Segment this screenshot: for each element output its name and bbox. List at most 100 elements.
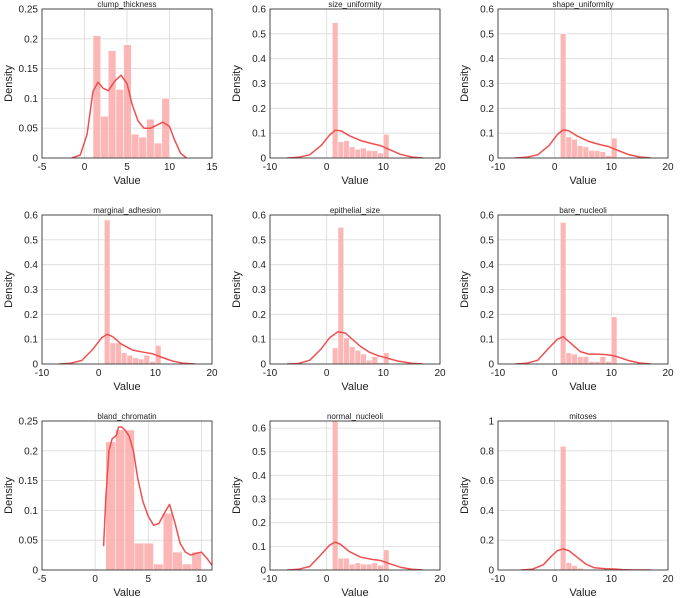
histogram-bar: [343, 140, 350, 159]
x-tick-label: 10: [606, 574, 618, 585]
y-tick-label: 0.5: [24, 235, 38, 246]
x-tick-label: 10: [164, 162, 176, 173]
x-tick-label: -5: [38, 574, 47, 585]
histogram-bar: [109, 342, 116, 365]
axes-frame: [41, 8, 213, 159]
y-tick-label: 0.1: [24, 335, 38, 346]
y-tick-label: 0.05: [19, 124, 39, 135]
y-tick-label: 0: [32, 360, 38, 371]
histogram-bar: [577, 356, 584, 365]
x-tick-label: 0: [552, 162, 558, 173]
y-tick-label: 0.6: [252, 424, 266, 435]
histogram-bar: [143, 355, 150, 365]
y-tick-label: 0.1: [24, 94, 38, 105]
y-axis-label: Density: [459, 477, 471, 514]
x-tick-label: 0: [82, 162, 88, 173]
axes-frame: [497, 214, 669, 365]
y-tick-label: 0.6: [252, 5, 266, 16]
x-axis-label: Value: [569, 587, 596, 598]
histogram-bar: [571, 565, 578, 571]
histogram-bar: [138, 358, 145, 365]
y-tick-label: 0.5: [480, 235, 494, 246]
histogram-bar: [560, 33, 567, 159]
panel-marginal-adhesion: 00.10.20.30.40.50.6-10 0 10 20marginal_adhe…: [3, 206, 218, 393]
y-tick-label: 0: [260, 154, 266, 165]
histogram-bar: [108, 50, 117, 159]
y-tick-label: 0.2: [480, 536, 494, 547]
x-tick-label: 20: [662, 162, 674, 173]
panel-epithelial-size: 00.10.20.30.40.50.6-10 0 10 20epithelial_si…: [231, 206, 446, 393]
panel-shape-uniformity: 00.10.20.30.40.50.6-10 0 10 20shape_uniform…: [459, 0, 674, 187]
x-axis-label: Value: [341, 175, 368, 187]
histogram-bar: [343, 337, 350, 365]
y-tick-label: 0.2: [252, 518, 266, 529]
axes-frame: [269, 420, 441, 571]
histogram-bar: [121, 352, 128, 365]
y-tick-label: 0.25: [19, 5, 39, 16]
x-tick-label: 10: [606, 162, 618, 173]
y-tick-label: 0: [488, 566, 494, 577]
histogram-bar: [383, 134, 390, 159]
x-tick-label: 0: [324, 368, 330, 379]
x-tick-label: 0: [324, 574, 330, 585]
y-tick-label: 0: [260, 360, 266, 371]
histogram-bar: [123, 44, 132, 159]
histogram-bar: [565, 352, 572, 365]
histogram-bar: [138, 136, 147, 159]
x-tick-label: -10: [263, 368, 278, 379]
x-tick-label: 20: [662, 574, 674, 585]
x-tick-label: 15: [206, 162, 218, 173]
histogram-bar: [126, 355, 133, 365]
histogram-bar: [105, 441, 116, 571]
histogram-bar: [115, 342, 122, 365]
panel-title: epithelial_size: [330, 206, 381, 215]
y-tick-label: 0.1: [252, 129, 266, 140]
histogram-bar: [377, 152, 384, 159]
x-axis-label: Value: [569, 381, 596, 393]
x-tick-label: 0: [552, 368, 558, 379]
y-tick-label: 0.6: [24, 211, 38, 222]
panel-title: marginal_adhesion: [93, 206, 161, 215]
y-tick-label: 0.4: [252, 54, 266, 65]
x-tick-label: 20: [434, 574, 446, 585]
histogram-bar: [571, 139, 578, 159]
y-tick-label: 0.3: [480, 285, 494, 296]
y-tick-label: 0.1: [480, 335, 494, 346]
kde-curve: [286, 541, 424, 570]
axes-frame: [497, 8, 669, 159]
y-tick-label: 0.5: [252, 235, 266, 246]
histogram-bar: [360, 563, 367, 571]
y-tick-label: 0.6: [480, 476, 494, 487]
kde-curve: [514, 129, 652, 158]
panel-title: bare_nucleoli: [559, 206, 607, 215]
histogram-bar: [337, 141, 344, 159]
y-tick-label: 0.15: [19, 476, 39, 487]
histogram-bar: [354, 562, 361, 571]
axes-frame: [269, 8, 441, 159]
histogram-bar: [134, 542, 145, 571]
y-tick-label: 0.3: [252, 285, 266, 296]
panel-size-uniformity: 00.10.20.30.40.50.6-10 0 10 20size_uniformi…: [231, 0, 446, 187]
y-tick-label: 0.1: [480, 129, 494, 140]
y-tick-label: 0.5: [252, 447, 266, 458]
histogram-bar: [172, 551, 183, 571]
histogram-bar: [565, 136, 572, 159]
x-tick-label: 10: [196, 574, 208, 585]
x-axis-label: Value: [341, 381, 368, 393]
x-axis-label: Value: [113, 587, 140, 598]
histogram-bar: [332, 22, 339, 159]
histogram-bar: [571, 353, 578, 365]
y-tick-label: 0.05: [19, 536, 39, 547]
histogram-bar: [337, 227, 344, 365]
panel-mitoses: 00.20.40.60.81-10 0 10 20mitosesValueDensit…: [459, 412, 674, 598]
histogram-bar: [92, 35, 101, 159]
x-tick-label: 20: [434, 368, 446, 379]
y-tick-label: 0: [260, 566, 266, 577]
x-axis-label: Value: [113, 381, 140, 393]
histogram-bar: [349, 146, 356, 159]
y-axis-label: Density: [231, 477, 243, 514]
histogram-bar: [371, 356, 378, 365]
x-tick-label: -10: [263, 574, 278, 585]
histogram-bar: [115, 89, 124, 159]
